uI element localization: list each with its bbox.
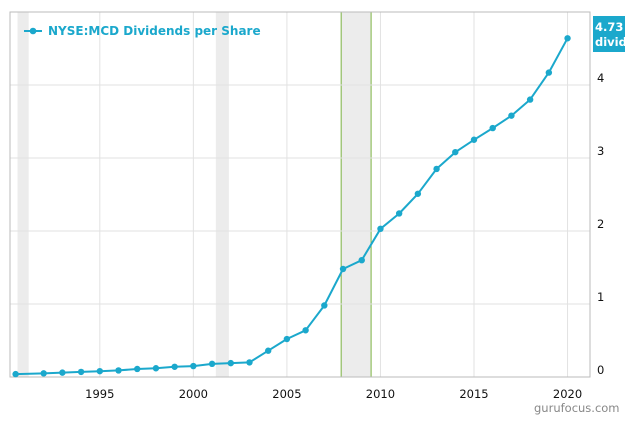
data-point[interactable] (526, 96, 534, 103)
y-axis-ticks: 0 1 2 3 4 (597, 71, 604, 377)
y-tick-label: 2 (597, 217, 604, 231)
data-point[interactable] (246, 359, 253, 366)
data-point[interactable] (152, 365, 160, 372)
data-point[interactable] (545, 69, 553, 76)
data-point[interactable] (470, 136, 478, 143)
series-line (15, 37, 569, 376)
x-tick-label: 2000 (179, 387, 208, 401)
last-value-callout: 4.73 divid (593, 16, 627, 52)
legend-swatch-marker (29, 27, 37, 35)
recession-band (17, 12, 29, 377)
data-point[interactable] (489, 124, 496, 132)
data-point[interactable] (433, 165, 440, 173)
data-point[interactable] (59, 369, 66, 376)
y-tick-label: 3 (597, 144, 604, 158)
grid-lines (10, 12, 590, 378)
callout-label: divid (595, 35, 627, 49)
y-tick-label: 4 (597, 71, 604, 85)
data-point[interactable] (134, 365, 141, 373)
data-point[interactable] (339, 265, 347, 273)
recession-bands (17, 11, 372, 378)
recession-band (215, 12, 229, 377)
x-tick-label: 2010 (366, 387, 395, 401)
callout-value: 4.73 (595, 20, 623, 34)
series-group (12, 35, 571, 378)
data-point[interactable] (190, 362, 197, 370)
data-point[interactable] (96, 367, 104, 375)
plot-frame (9, 11, 591, 378)
data-point[interactable] (77, 368, 85, 376)
data-point[interactable] (452, 148, 459, 156)
data-point[interactable] (302, 327, 309, 334)
x-tick-label: 1995 (85, 387, 114, 401)
data-point[interactable] (115, 367, 122, 374)
x-tick-label: 2005 (272, 387, 301, 401)
data-point[interactable] (321, 302, 328, 309)
data-point[interactable] (264, 347, 272, 354)
y-tick-label: 0 (597, 363, 604, 377)
recession-band-highlighted (340, 11, 372, 378)
x-tick-label: 2015 (459, 387, 488, 401)
callout-box (593, 16, 625, 52)
data-point[interactable] (227, 359, 234, 367)
data-point[interactable] (12, 370, 19, 378)
data-point[interactable] (377, 225, 384, 233)
data-point[interactable] (508, 112, 515, 119)
legend-label: NYSE:MCD Dividends per Share (48, 24, 261, 38)
data-point[interactable] (283, 335, 291, 343)
data-point[interactable] (208, 360, 216, 368)
watermark: gurufocus.com (534, 401, 620, 415)
data-point[interactable] (564, 35, 571, 42)
data-point[interactable] (414, 190, 422, 197)
data-point[interactable] (358, 257, 365, 264)
legend[interactable]: NYSE:MCD Dividends per Share (24, 24, 261, 38)
y-tick-label: 1 (597, 290, 604, 304)
data-point[interactable] (395, 210, 403, 217)
data-point[interactable] (40, 370, 47, 377)
data-point[interactable] (171, 363, 178, 370)
x-tick-label: 2020 (553, 387, 582, 401)
x-axis-ticks: 1995 2000 2005 2010 2015 2020 (85, 387, 582, 401)
